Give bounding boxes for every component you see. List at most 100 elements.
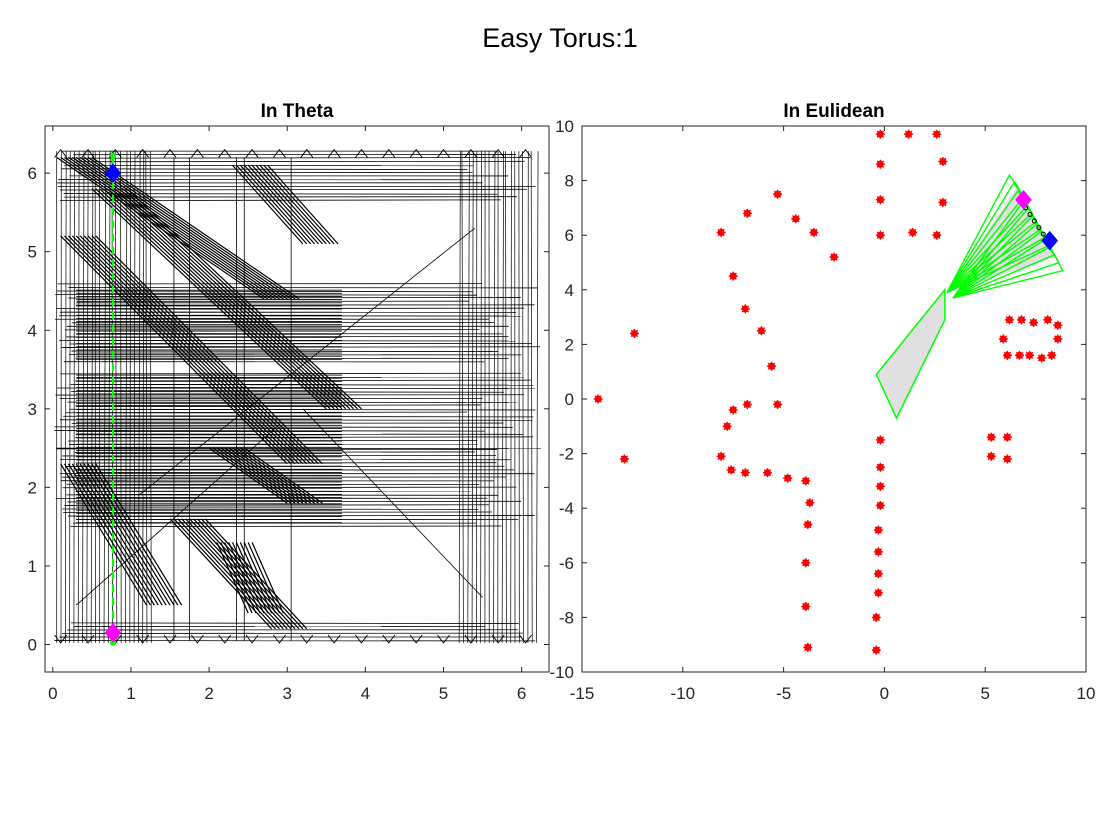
tree-edge [60, 235, 288, 465]
euclidean-axes: In Eulidean -15 -10 -5 0 5 10 -10 -8 -6 -4 -2 0 2 4 6 8… [549, 101, 1095, 703]
tree-edge [114, 151, 118, 643]
tree-edge [240, 447, 319, 504]
obstacle-point [740, 304, 750, 314]
tree-edge [77, 151, 80, 643]
obstacle-point [726, 465, 736, 475]
tree-arrowhead [355, 634, 368, 644]
euclidean-start-marker [1015, 189, 1032, 210]
obstacle-point [1002, 432, 1012, 442]
obstacle-ray [630, 329, 639, 338]
tree-edge [239, 542, 273, 614]
euclidean-xtick-label: -15 [570, 684, 595, 703]
obstacle-point [1004, 315, 1014, 325]
tree-arrowhead [273, 148, 286, 158]
tree-edge [83, 235, 312, 465]
tree-edge [103, 151, 107, 643]
obstacle-point [1029, 318, 1039, 328]
theta-ticks: 0 1 2 3 4 5 6 0 1 2 3 4 5 6 [28, 126, 549, 703]
robot-link-2-pose [946, 173, 1026, 299]
obstacle-point [908, 227, 918, 237]
obstacle-ray [872, 613, 881, 622]
obstacle-ray [1017, 316, 1026, 324]
obstacle-ray [874, 548, 883, 556]
tree-edge [83, 156, 292, 300]
tree-edge [220, 447, 300, 504]
tree-edge [247, 164, 319, 245]
tree-arrowhead [81, 634, 95, 644]
obstacle-ray [1029, 318, 1038, 327]
tree-edge [302, 408, 483, 598]
tree-arrowhead [382, 148, 396, 158]
tree-edge [259, 164, 331, 245]
robot-link-2-pose [946, 237, 1060, 299]
tree-edge [475, 151, 478, 643]
obstacle-ray [802, 602, 810, 611]
obstacle-point [629, 328, 639, 338]
figure-title: Easy Torus:1 [482, 23, 638, 53]
obstacle-point [767, 361, 777, 371]
obstacle-ray [987, 452, 995, 461]
tree-arrowhead [245, 148, 259, 158]
tree-edge [91, 235, 319, 465]
theta-goal-marker [104, 163, 122, 183]
obstacle-point [801, 476, 811, 486]
obstacle-point [773, 189, 783, 199]
theta-ytick-label: 6 [28, 164, 37, 183]
obstacle-ray [830, 253, 838, 261]
tree-arrowhead [327, 148, 341, 158]
obstacle-point [875, 159, 885, 169]
robot-link-2-pose [946, 197, 1039, 299]
obstacle-point [873, 569, 883, 579]
obstacle-point [728, 271, 738, 281]
tree-edge [75, 436, 534, 438]
euclidean-axes-title: In Eulidean [783, 101, 884, 122]
tree-edge [129, 151, 131, 643]
tree-edge [114, 188, 351, 410]
obstacle-ray [933, 231, 941, 239]
tree-edge [61, 168, 468, 170]
euclidean-ytick-label: 10 [555, 117, 574, 136]
tree-edge [56, 387, 536, 389]
obstacle-ray [802, 477, 810, 485]
tree-edge [200, 518, 304, 630]
euclidean-ytick-label: -10 [549, 663, 574, 682]
tree-edge [68, 297, 521, 299]
obstacle-point [1037, 353, 1047, 363]
tree-arrowhead [491, 148, 505, 158]
tree-arrowhead [81, 148, 95, 158]
robot-link-2-pose [946, 221, 1051, 299]
tree-edge [64, 151, 67, 643]
obstacle-ray [939, 198, 947, 207]
obstacle-point [742, 399, 752, 409]
euclidean-ytick-label: -4 [559, 499, 574, 518]
obstacle-ray [876, 160, 885, 168]
tree-edge [208, 447, 288, 504]
obstacle-point [1053, 334, 1063, 344]
obstacle-point [728, 405, 738, 415]
tree-edge [91, 188, 327, 410]
obstacle-point [791, 214, 801, 224]
tree-edge [263, 164, 335, 245]
tree-arrowhead [355, 148, 368, 158]
theta-start-marker [104, 622, 122, 643]
tree-edge [236, 447, 315, 504]
obstacle-point [873, 547, 883, 557]
tree-arrowhead [300, 634, 314, 644]
obstacle-ray [723, 422, 731, 430]
tree-edge [95, 463, 183, 606]
tree-edge [493, 151, 496, 643]
tree-edge [70, 622, 519, 625]
obstacle-ray [1005, 316, 1014, 324]
obstacle-ray [1037, 354, 1046, 362]
obstacle-ray [620, 455, 629, 463]
obstacle-ray [717, 452, 725, 461]
obstacle-point [875, 500, 885, 510]
tree-edge [522, 151, 524, 643]
tree-arrowhead [136, 634, 150, 644]
tree-edge [71, 235, 300, 465]
obstacle-point [1053, 320, 1063, 330]
obstacle-point [1047, 350, 1057, 360]
tree-edge [235, 164, 308, 245]
obstacle-ray [874, 570, 883, 578]
tree-edge [79, 156, 288, 300]
